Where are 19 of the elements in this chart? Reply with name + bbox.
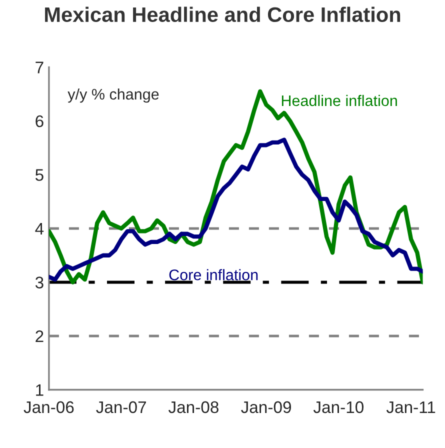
y-tick-label: 2 — [36, 330, 44, 342]
y-tick-label: 1 — [36, 384, 44, 396]
series-label: Headline inflation — [282, 94, 397, 106]
x-tick-label: Jan-09 — [241, 401, 291, 414]
x-tick-label: Jan-10 — [313, 401, 364, 414]
series-label: Core inflation — [169, 269, 258, 280]
annotation: y/y % change — [68, 88, 159, 103]
line-series — [48, 138, 423, 282]
y-tick-label: 4 — [35, 223, 44, 235]
x-tick-label: Jan-06 — [24, 401, 74, 414]
y-tick-label: 6 — [36, 115, 44, 128]
y-tick-label: 5 — [35, 169, 44, 181]
x-tick-label: Jan-08 — [168, 401, 218, 414]
y-tick-label: 3 — [35, 276, 44, 288]
x-tick-label: Jan-07 — [96, 401, 146, 414]
x-tick-label: Jan-11 — [386, 401, 436, 414]
chart-title: Mexican Headline and Core Inflation — [45, 6, 400, 22]
line-series — [48, 89, 423, 284]
y-tick-label: 7 — [36, 62, 44, 74]
